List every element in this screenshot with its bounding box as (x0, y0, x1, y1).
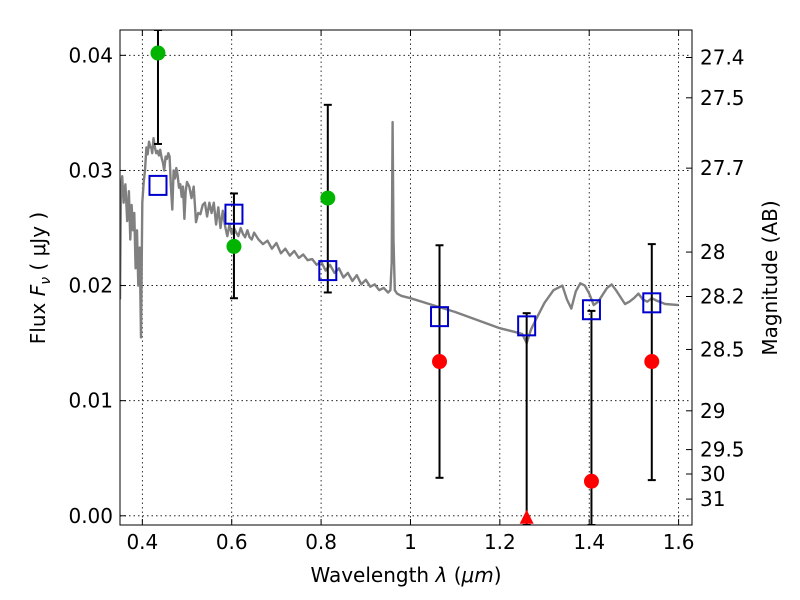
y-tick-label: 0.04 (68, 43, 113, 67)
x-axis-label: Wavelength λ (μm) (310, 563, 501, 587)
grid-lines (120, 30, 692, 525)
red-data-point (583, 473, 599, 489)
mag-tick-label: 30 (700, 462, 725, 486)
y-tick-label: 0.01 (68, 389, 113, 413)
model-spectrum-line (120, 120, 679, 345)
model-photometry-square (318, 260, 338, 282)
red-data-point (432, 354, 448, 370)
mag-tick-label: 29.5 (700, 438, 745, 462)
model-photometry-square (581, 299, 601, 321)
model-photometry-square (517, 315, 537, 337)
model-photometry-square (642, 292, 662, 314)
model-photometry-square (430, 306, 450, 328)
green-data-point (226, 238, 242, 254)
model-photometry-square (148, 174, 168, 196)
plot-frame (119, 29, 693, 526)
y-tick-label: 0.02 (68, 274, 113, 298)
red-upper-limit-marker (519, 509, 534, 524)
green-data-point (150, 45, 166, 61)
x-tick-label: 0.8 (305, 530, 337, 554)
mag-tick-label: 27.4 (700, 46, 745, 70)
y-tick-label: 0.00 (68, 504, 113, 528)
axes: 0.4 0.6 0.8 1 1.2 1.4 1.6 0.00 0.01 0.02 0.03 0.04 2… (68, 30, 745, 554)
red-data-point (644, 354, 660, 370)
x-tick-label: 1.6 (663, 530, 695, 554)
x-tick-label: 0.6 (216, 530, 248, 554)
model-photometry-square (224, 203, 244, 225)
x-tick-label: 1.4 (573, 530, 605, 554)
mag-tick-label: 29 (700, 399, 725, 423)
mag-tick-label: 31 (700, 487, 725, 511)
x-tick-label: 1.2 (484, 530, 516, 554)
mag-tick-label: 28.2 (700, 284, 745, 308)
x-tick-label: 0.4 (126, 530, 158, 554)
plot-area (120, 30, 679, 525)
y-tick-label: 0.03 (68, 158, 113, 182)
mag-tick-label: 27.7 (700, 156, 745, 180)
y2-axis-label: Magnitude (AB) (758, 200, 782, 355)
mag-tick-label: 27.5 (700, 86, 745, 110)
mag-tick-label: 28.5 (700, 337, 745, 361)
y-axis-label: Flux Fν ( μJy ) (26, 212, 54, 344)
green-data-point (320, 190, 336, 206)
mag-tick-label: 28 (700, 240, 725, 264)
x-tick-label: 1 (404, 530, 417, 554)
